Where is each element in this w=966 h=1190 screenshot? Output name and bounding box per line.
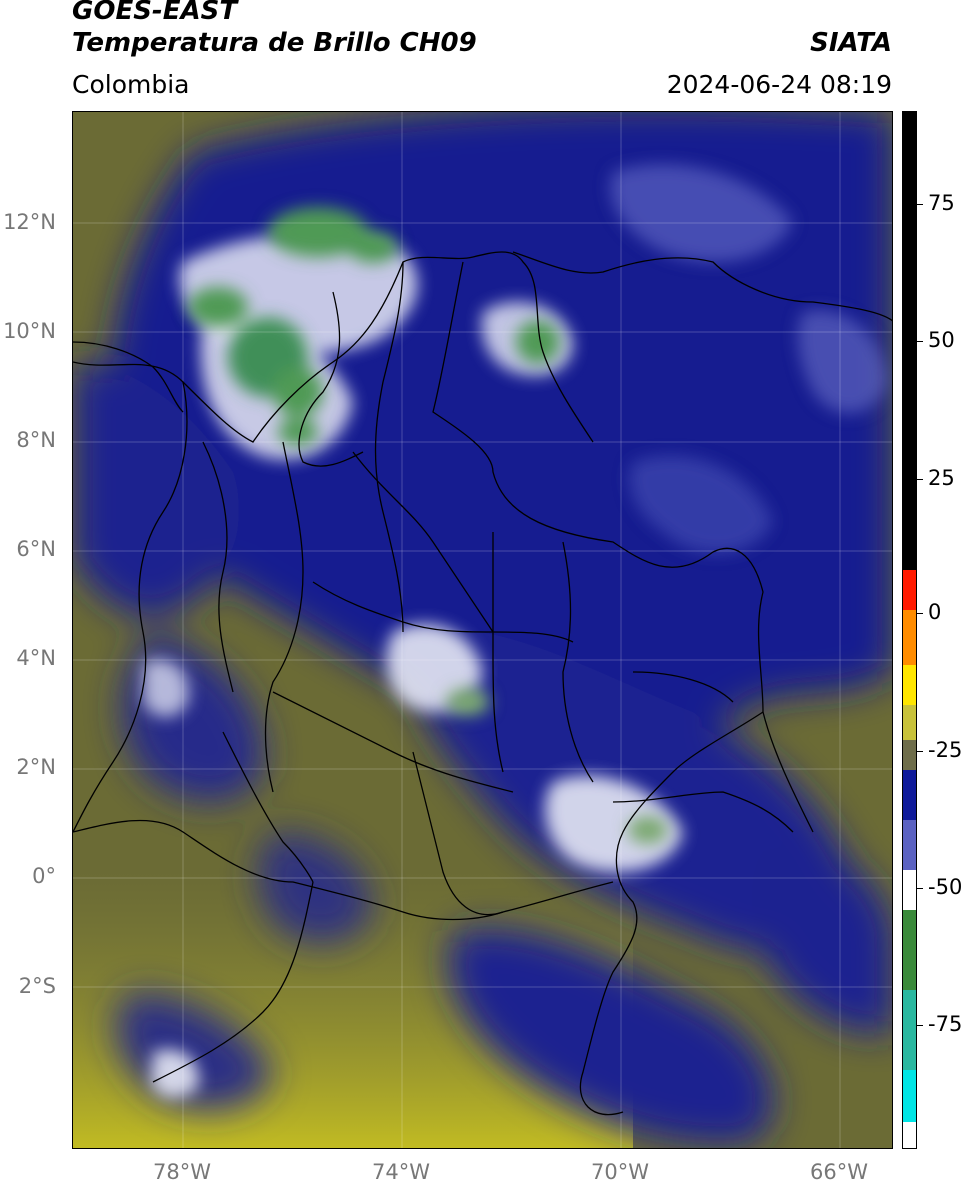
cbar-seg-white bbox=[903, 870, 916, 910]
colorbar-svg bbox=[903, 112, 916, 1148]
lon-label-66w: 66°W bbox=[810, 1160, 868, 1184]
cbar-tick-75 bbox=[917, 204, 923, 205]
lat-label-10n: 10°N bbox=[3, 319, 56, 343]
lat-label-0: 0° bbox=[32, 864, 56, 888]
cbar-label-50: 50 bbox=[928, 328, 955, 352]
lat-label-6n: 6°N bbox=[16, 537, 56, 561]
lat-label-2s: 2°S bbox=[18, 974, 56, 998]
cbar-seg-cyan bbox=[903, 1070, 916, 1122]
cbar-label-m75: -75 bbox=[928, 1012, 963, 1036]
cbar-label-75: 75 bbox=[928, 191, 955, 215]
cbar-seg-green bbox=[903, 910, 916, 990]
cbar-seg-white-end bbox=[903, 1122, 916, 1148]
cbar-label-m50: -50 bbox=[928, 875, 963, 899]
brand-label: SIATA bbox=[810, 28, 892, 58]
satellite-map-svg bbox=[73, 112, 892, 1148]
cbar-tick-m75 bbox=[917, 1025, 923, 1026]
cbar-seg-yellow bbox=[903, 665, 916, 705]
cbar-seg-teal bbox=[903, 990, 916, 1070]
lon-label-74w: 74°W bbox=[372, 1160, 430, 1184]
political-borders bbox=[73, 251, 892, 1116]
cbar-tick-m50 bbox=[917, 888, 923, 889]
cbar-seg-gray bbox=[903, 740, 916, 770]
lat-label-8n: 8°N bbox=[16, 428, 56, 452]
colorbar bbox=[902, 111, 917, 1149]
cbar-label-0: 0 bbox=[928, 600, 942, 624]
cloud-white-tops bbox=[143, 164, 888, 1098]
cbar-seg-red bbox=[903, 570, 916, 610]
cbar-seg-navy bbox=[903, 770, 916, 820]
product-title-satellite: GOES-EAST bbox=[72, 0, 238, 26]
datetime-label: 2024-06-24 08:19 bbox=[666, 70, 892, 99]
cbar-seg-lightblue bbox=[903, 820, 916, 870]
lat-label-4n: 4°N bbox=[16, 646, 56, 670]
cbar-label-m25: -25 bbox=[928, 738, 963, 762]
cbar-tick-m25 bbox=[917, 751, 923, 752]
lat-label-12n: 12°N bbox=[3, 210, 56, 234]
cbar-seg-orange bbox=[903, 610, 916, 665]
lat-label-2n: 2°N bbox=[16, 755, 56, 779]
cbar-tick-50 bbox=[917, 341, 923, 342]
cbar-tick-25 bbox=[917, 479, 923, 480]
lon-label-78w: 78°W bbox=[153, 1160, 211, 1184]
region-label: Colombia bbox=[72, 70, 190, 99]
lon-label-70w: 70°W bbox=[591, 1160, 649, 1184]
cbar-tick-0 bbox=[917, 613, 923, 614]
cbar-label-25: 25 bbox=[928, 466, 955, 490]
satellite-map bbox=[72, 111, 893, 1149]
cbar-seg-olive bbox=[903, 705, 916, 740]
product-title-channel: Temperatura de Brillo CH09 bbox=[72, 28, 477, 58]
cbar-seg-black bbox=[903, 112, 916, 570]
